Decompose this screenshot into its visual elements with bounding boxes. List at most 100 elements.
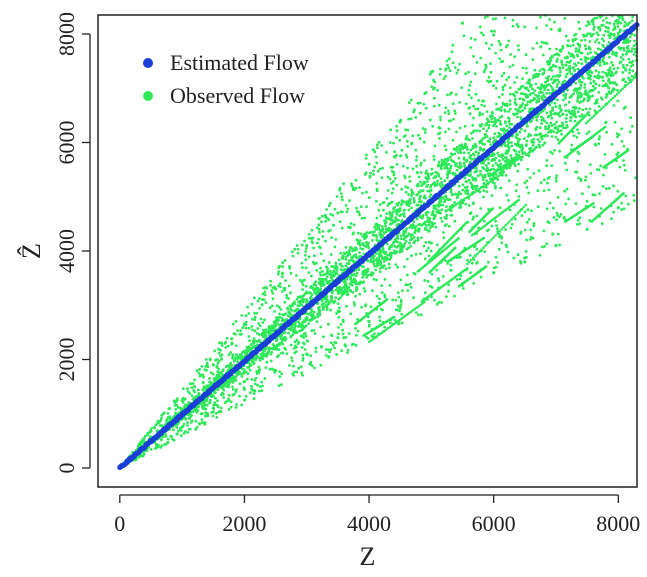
observed-flow-point xyxy=(525,186,529,189)
observed-flow-point xyxy=(564,96,567,100)
observed-flow-point xyxy=(287,284,291,288)
observed-flow-point xyxy=(289,291,292,295)
observed-flow-point xyxy=(260,303,264,307)
observed-flow-point xyxy=(411,233,414,237)
observed-flow-point xyxy=(291,254,295,258)
observed-flow-point xyxy=(220,357,224,360)
observed-flow-point xyxy=(415,193,418,197)
observed-flow-point xyxy=(186,387,189,391)
observed-flow-point xyxy=(287,310,291,313)
observed-flow-point xyxy=(304,258,308,261)
observed-flow-point xyxy=(507,199,510,202)
observed-flow-point xyxy=(470,258,473,262)
observed-flow-point xyxy=(464,202,468,206)
observed-flow-point xyxy=(299,295,303,299)
observed-flow-point xyxy=(388,266,391,270)
observed-flow-point xyxy=(409,244,413,248)
observed-flow-point xyxy=(208,357,212,361)
observed-flow-point xyxy=(500,228,504,231)
observed-flow-point xyxy=(608,21,612,25)
observed-flow-point xyxy=(505,102,509,106)
observed-flow-point xyxy=(472,202,475,206)
observed-flow-point xyxy=(513,98,517,101)
observed-flow-point xyxy=(417,230,420,233)
observed-flow-point xyxy=(425,169,428,173)
observed-flow-point xyxy=(241,351,244,354)
observed-flow-point xyxy=(495,79,499,83)
observed-flow-point xyxy=(206,365,210,369)
observed-flow-point xyxy=(197,392,201,396)
observed-flow-point xyxy=(277,384,281,387)
observed-flow-point xyxy=(569,44,572,48)
observed-flow-point xyxy=(451,43,455,47)
observed-flow-point xyxy=(324,215,328,219)
observed-flow-point xyxy=(329,299,333,302)
observed-flow-point xyxy=(506,140,510,144)
observed-flow-point xyxy=(350,283,354,287)
observed-flow-point xyxy=(455,130,458,134)
observed-flow-point xyxy=(437,160,441,164)
observed-flow-point xyxy=(257,322,261,325)
observed-flow-point xyxy=(556,98,559,102)
observed-flow-point xyxy=(460,143,464,147)
observed-flow-point xyxy=(380,176,384,180)
observed-flow-point xyxy=(350,182,353,186)
observed-flow-point xyxy=(447,198,451,202)
observed-flow-point xyxy=(556,57,559,61)
observed-flow-point xyxy=(396,304,400,308)
observed-flow-point xyxy=(435,243,439,247)
observed-flow-point xyxy=(483,142,486,146)
observed-flow-point xyxy=(339,210,343,214)
observed-flow-point xyxy=(452,204,456,208)
observed-flow-point xyxy=(269,326,272,330)
observed-flow-point xyxy=(346,351,349,354)
observed-flow-point xyxy=(427,254,431,258)
observed-flow-point xyxy=(612,34,616,37)
observed-flow-point xyxy=(436,132,440,136)
observed-flow-point xyxy=(378,224,381,227)
observed-flow-point xyxy=(621,58,625,61)
observed-flow-point xyxy=(346,253,350,257)
observed-flow-point xyxy=(454,192,457,196)
observed-flow-point xyxy=(553,148,556,152)
observed-flow-point xyxy=(462,151,466,155)
observed-flow-point xyxy=(303,278,306,282)
observed-flow-point xyxy=(333,299,337,303)
observed-flow-point xyxy=(310,228,314,232)
observed-flow-point xyxy=(607,68,610,72)
observed-flow-point xyxy=(480,31,483,35)
observed-flow-point xyxy=(600,37,604,41)
observed-flow-point xyxy=(344,344,348,348)
observed-flow-point xyxy=(292,364,295,368)
observed-flow-point xyxy=(372,254,376,258)
observed-flow-point xyxy=(481,99,484,103)
observed-flow-point xyxy=(301,266,304,269)
observed-flow-point xyxy=(190,386,194,390)
observed-flow-point xyxy=(439,118,442,122)
observed-flow-point xyxy=(567,100,571,104)
observed-flow-point xyxy=(408,201,412,205)
observed-flow-point xyxy=(542,178,546,182)
observed-flow-point xyxy=(506,145,510,149)
observed-flow-point xyxy=(296,320,300,324)
observed-flow-point xyxy=(265,360,269,364)
observed-flow-point xyxy=(450,193,454,197)
observed-flow-point xyxy=(603,153,607,156)
observed-flow-point xyxy=(631,63,635,67)
observed-flow-point xyxy=(574,64,578,67)
observed-flow-point xyxy=(383,252,387,255)
observed-flow-point xyxy=(280,340,284,344)
observed-flow-point xyxy=(536,138,540,141)
observed-flow-point xyxy=(532,222,536,225)
observed-flow-point xyxy=(463,124,467,128)
observed-flow-point xyxy=(407,117,410,121)
observed-flow-point xyxy=(604,187,608,191)
observed-flow-point xyxy=(383,325,387,329)
observed-flow-point xyxy=(612,184,615,188)
observed-flow-point xyxy=(371,233,375,237)
observed-flow-point xyxy=(229,405,233,409)
observed-flow-point xyxy=(332,223,335,227)
observed-flow-point xyxy=(253,382,257,386)
observed-flow-point xyxy=(426,172,430,176)
observed-flow-point xyxy=(585,24,588,28)
